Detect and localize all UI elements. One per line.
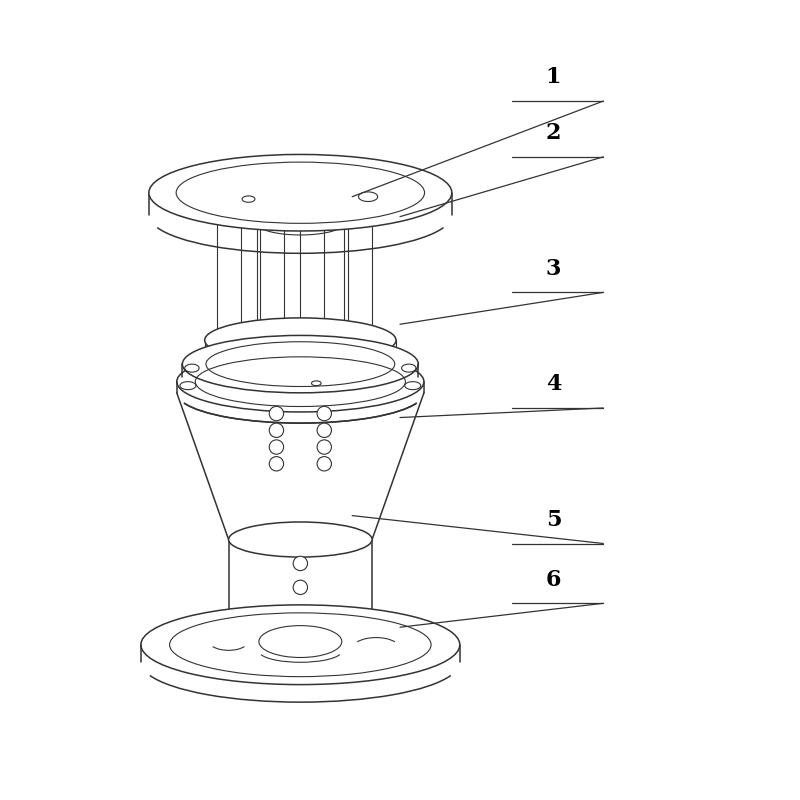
Text: 3: 3	[546, 258, 561, 280]
Text: 5: 5	[546, 509, 562, 530]
Ellipse shape	[141, 605, 460, 685]
Bar	[217, 215, 241, 340]
Ellipse shape	[205, 318, 396, 362]
Circle shape	[317, 440, 331, 454]
Circle shape	[317, 406, 331, 421]
Ellipse shape	[149, 154, 452, 231]
Text: 1: 1	[546, 66, 562, 88]
Circle shape	[317, 423, 331, 438]
Bar	[348, 215, 372, 340]
Text: 6: 6	[546, 569, 562, 590]
Circle shape	[293, 556, 307, 570]
Circle shape	[270, 423, 284, 438]
Text: 4: 4	[546, 374, 561, 395]
Ellipse shape	[182, 335, 418, 393]
Circle shape	[270, 406, 284, 421]
Bar	[261, 215, 285, 340]
Circle shape	[270, 440, 284, 454]
Bar	[300, 215, 324, 340]
Text: 2: 2	[546, 122, 562, 144]
Ellipse shape	[177, 351, 424, 412]
Circle shape	[293, 580, 307, 594]
Circle shape	[270, 457, 284, 471]
Ellipse shape	[229, 522, 372, 557]
Circle shape	[317, 457, 331, 471]
